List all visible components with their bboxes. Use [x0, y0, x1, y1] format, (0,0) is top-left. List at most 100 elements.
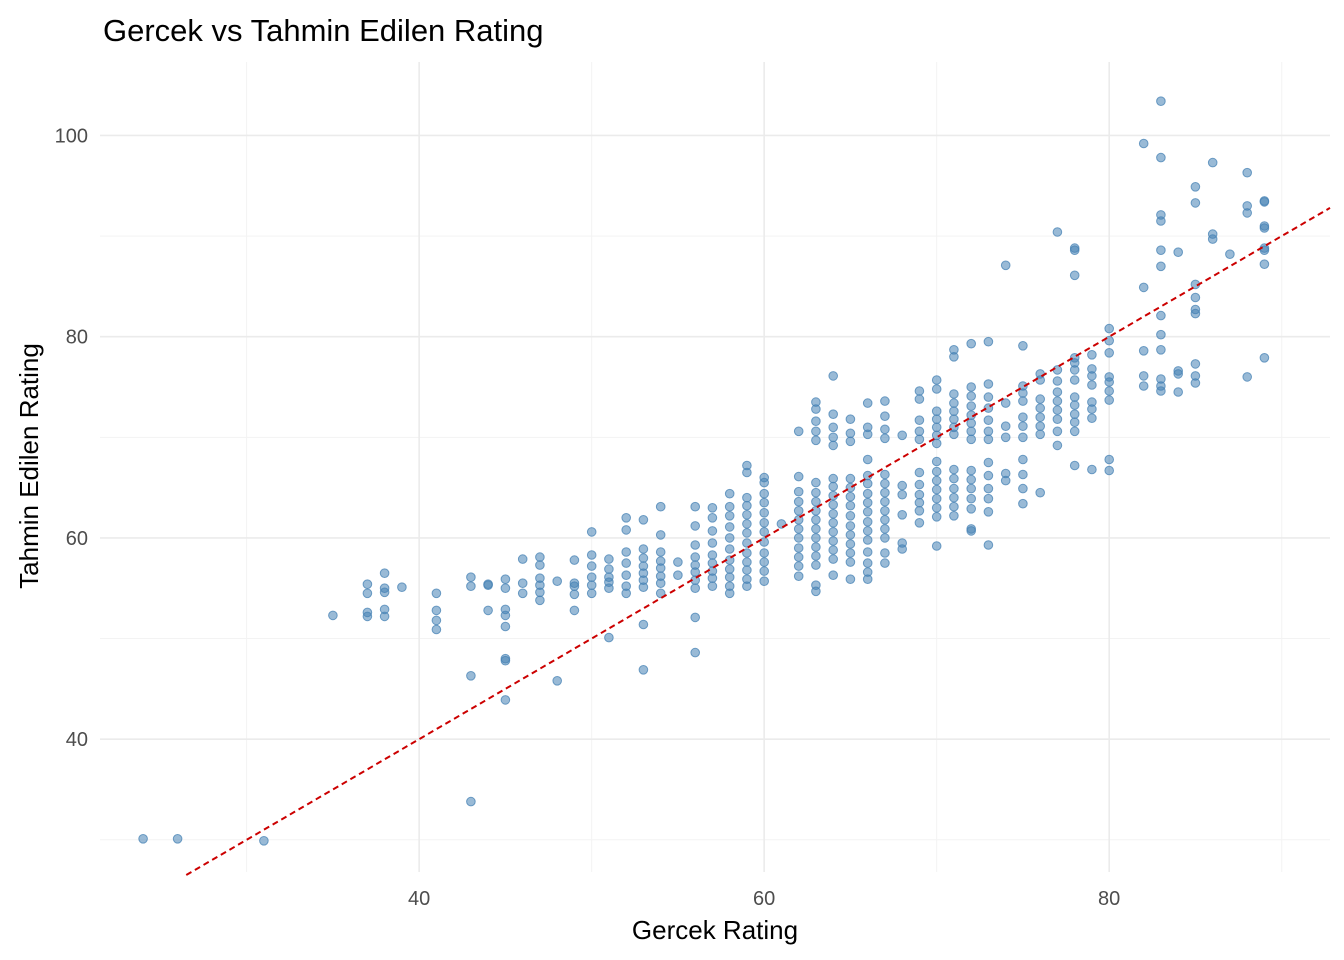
- data-point: [880, 433, 890, 444]
- data-point: [535, 587, 545, 598]
- data-point: [569, 581, 580, 592]
- data-point: [466, 671, 476, 681]
- data-point: [828, 518, 839, 528]
- data-point: [655, 578, 666, 589]
- data-point: [1156, 152, 1166, 163]
- data-point: [604, 583, 614, 594]
- data-point: [880, 487, 890, 498]
- data-point: [828, 554, 839, 564]
- data-point: [655, 547, 666, 557]
- data-point: [828, 371, 839, 381]
- reference-line: [185, 207, 1331, 876]
- data-point: [707, 526, 718, 536]
- data-point: [983, 493, 994, 504]
- data-point: [655, 588, 666, 599]
- data-point: [759, 527, 770, 537]
- data-point: [742, 581, 752, 592]
- x-axis-tick-labels: 40 60 80: [408, 888, 1120, 910]
- data-point: [707, 513, 718, 523]
- data-point: [862, 535, 873, 545]
- data-point: [862, 558, 873, 568]
- data-point: [742, 538, 752, 548]
- data-point: [1207, 157, 1218, 168]
- data-point: [690, 521, 701, 531]
- data-point: [466, 796, 476, 807]
- data-point: [811, 560, 821, 570]
- data-points: [138, 96, 1270, 846]
- data-point: [1018, 421, 1028, 432]
- data-point: [483, 605, 493, 616]
- data-point: [983, 457, 994, 468]
- data-point: [914, 434, 925, 445]
- data-point: [1190, 292, 1201, 303]
- data-point: [931, 541, 942, 551]
- data-point: [1087, 350, 1097, 360]
- data-point: [707, 503, 718, 513]
- data-point: [500, 695, 511, 705]
- data-point: [880, 396, 890, 406]
- data-point: [1000, 432, 1011, 443]
- data-point: [638, 582, 649, 593]
- data-point: [828, 409, 839, 420]
- data-point: [724, 501, 735, 512]
- data-point: [966, 382, 977, 392]
- data-point: [931, 384, 942, 394]
- data-point: [604, 564, 614, 574]
- data-point: [1242, 372, 1252, 382]
- data-point: [1156, 96, 1166, 106]
- data-point: [949, 483, 959, 494]
- data-point: [500, 621, 511, 632]
- data-point: [828, 570, 839, 581]
- data-point: [862, 429, 873, 440]
- data-point: [983, 392, 994, 402]
- data-point: [966, 338, 977, 349]
- x-tick-label: 40: [408, 888, 430, 910]
- data-point: [1173, 387, 1183, 397]
- data-point: [845, 500, 856, 511]
- data-point: [880, 424, 890, 435]
- data-point: [811, 487, 821, 498]
- data-point: [811, 426, 821, 437]
- data-point: [569, 589, 580, 600]
- data-point: [1052, 387, 1063, 397]
- data-point: [517, 554, 528, 564]
- data-point: [690, 567, 701, 577]
- data-point: [1104, 386, 1114, 396]
- data-point: [586, 588, 597, 599]
- data-point: [362, 611, 373, 622]
- data-point: [1069, 245, 1080, 255]
- data-point: [862, 526, 873, 536]
- data-point: [931, 503, 942, 513]
- data-point: [1035, 412, 1045, 423]
- data-point: [500, 574, 511, 585]
- data-point: [742, 528, 752, 538]
- data-point: [621, 513, 632, 523]
- data-point: [1069, 375, 1080, 385]
- data-point: [811, 404, 821, 414]
- data-point: [517, 588, 528, 599]
- data-point: [931, 422, 942, 433]
- data-point: [638, 665, 649, 675]
- data-point: [707, 573, 718, 584]
- data-point: [845, 491, 856, 502]
- y-axis-title: Tahmin Edilen Rating: [14, 343, 44, 589]
- data-point: [931, 438, 942, 449]
- data-point: [690, 647, 701, 658]
- data-point: [914, 467, 925, 478]
- data-point: [1190, 308, 1201, 319]
- data-point: [862, 478, 873, 489]
- data-point: [793, 426, 804, 437]
- data-point: [586, 550, 597, 560]
- data-point: [379, 611, 390, 622]
- data-point: [1052, 396, 1063, 406]
- data-point: [483, 580, 493, 591]
- data-point: [138, 834, 148, 844]
- data-point: [793, 561, 804, 571]
- data-point: [966, 418, 977, 429]
- data-point: [1138, 346, 1149, 356]
- data-point: [586, 580, 597, 591]
- data-point: [914, 394, 925, 404]
- data-point: [1052, 426, 1063, 437]
- data-point: [1000, 260, 1011, 271]
